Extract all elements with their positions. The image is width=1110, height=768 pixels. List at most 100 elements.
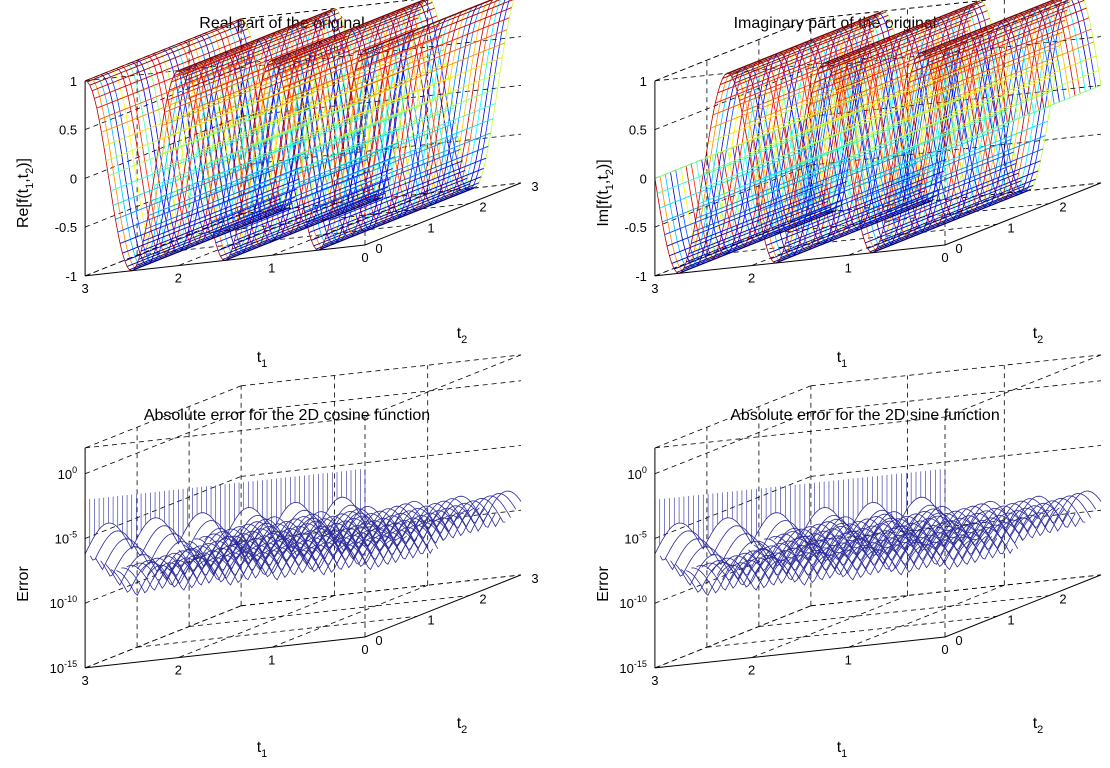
surface-mesh-line [334, 132, 491, 196]
surface-mesh-line [925, 0, 1070, 58]
surface-mesh-line [696, 535, 987, 591]
surface-mesh-line [220, 193, 377, 257]
z-tick-label: 0.5 [629, 123, 647, 138]
surface-mesh-line [255, 52, 412, 116]
surface-mesh-line [140, 188, 298, 252]
surface-mesh-line [768, 190, 925, 254]
surface-mesh-line [910, 9, 1068, 73]
surface-mesh-line [364, 0, 492, 51]
z-tick-label: -0.5 [55, 220, 77, 235]
z-tick-label: 10-10 [50, 594, 77, 611]
surface-mesh-line [322, 182, 480, 246]
surface-mesh-line [271, 0, 425, 61]
surface-mesh-line [802, 84, 959, 148]
surface-mesh-line [698, 141, 855, 205]
surface-mesh-line [273, 0, 430, 62]
z-tick-label: 10-15 [619, 659, 646, 676]
surface-mesh-line [787, 170, 945, 234]
surface-mesh-line [248, 97, 405, 161]
surface-mesh-line [749, 90, 906, 154]
surface-mesh-line [94, 35, 251, 99]
surface-mesh-line [680, 536, 972, 593]
x-tick-label: 1 [268, 652, 275, 667]
surface-mesh-line [182, 12, 340, 76]
y-tick-label: 0 [375, 633, 382, 648]
surface-mesh-line [782, 189, 940, 253]
surface-mesh-line [705, 95, 862, 159]
surface-mesh-line [821, 1, 978, 65]
surface-mesh-line [306, 160, 463, 224]
surface-mesh-line [320, 186, 477, 250]
surface-mesh-line [775, 200, 932, 264]
surface-mesh-line [243, 128, 400, 192]
surface-mesh-line [701, 536, 993, 589]
x-tick-label: 1 [268, 260, 275, 275]
surface-mesh-line [927, 0, 1085, 63]
y-tick-label: 3 [531, 179, 538, 194]
surface-mesh-line [105, 528, 387, 586]
surface-mesh-line [188, 510, 470, 567]
surface-mesh-line [758, 510, 1050, 567]
surface-mesh-line [178, 514, 459, 572]
surface-mesh-line [915, 0, 1063, 59]
surface-mesh-line [143, 178, 300, 242]
surface-mesh-line [112, 142, 270, 206]
surface-mesh-line [301, 136, 459, 200]
y-tick-label: 1 [1007, 220, 1014, 235]
surface-mesh-line [857, 151, 1015, 215]
surface-mesh-line [138, 196, 295, 260]
surface-mesh-line [712, 52, 870, 116]
surface-mesh-line [173, 13, 330, 77]
surface-mesh-line [297, 107, 454, 171]
surface-mesh-line [119, 180, 277, 244]
surface-mesh-line [166, 37, 323, 101]
x-axis-label: t1 [837, 739, 848, 760]
surface-mesh-line [764, 507, 1055, 565]
surface-mesh-line [136, 202, 293, 266]
surface-mesh-line [685, 538, 977, 596]
surface-plot [654, 468, 1102, 596]
surface-mesh-line [192, 46, 349, 110]
surface-mesh-line [129, 207, 286, 271]
surface-mesh-line [152, 123, 309, 187]
z-tick-label: 1 [640, 74, 647, 89]
surface-mesh-line [229, 192, 386, 256]
surface-mesh-line [707, 80, 865, 144]
surface-mesh-line [91, 28, 249, 92]
surface-mesh-line [691, 536, 982, 594]
surface-mesh-line [131, 536, 413, 589]
surface-mesh-line [669, 193, 826, 257]
axes-edges [84, 447, 522, 669]
surface-mesh-line [886, 148, 1044, 212]
surface-mesh-line [944, 84, 1102, 148]
surface-mesh-line [217, 188, 375, 252]
surface-mesh-line [659, 145, 816, 209]
surface-mesh-line [269, 0, 426, 63]
surface-mesh-line [920, 0, 1055, 53]
surface-mesh-line [889, 135, 1046, 199]
x-tick-label: 0 [941, 250, 948, 265]
axes-edges [84, 80, 522, 277]
surface-mesh-line [769, 507, 1060, 563]
surface-mesh-line [283, 25, 440, 88]
surface-mesh-line [257, 39, 414, 103]
surface-mesh-line [794, 497, 1086, 554]
z-axis-label: Error [15, 566, 32, 602]
surface-mesh-line [695, 155, 853, 219]
surface-mesh-line [183, 512, 464, 570]
z-tick-label: -1 [66, 269, 78, 284]
surface-mesh-line [164, 49, 321, 113]
surface-mesh-line [206, 132, 363, 196]
surface-mesh-line [855, 138, 1012, 202]
surface-mesh-line [353, 17, 510, 81]
x-tick-label: 0 [361, 642, 368, 657]
surface-mesh-line [814, 20, 971, 83]
surface-mesh-line [315, 186, 473, 250]
surface-mesh-line [147, 153, 305, 217]
surface-mesh-line [332, 145, 489, 209]
surface-mesh-line [362, 0, 494, 52]
surface-mesh-line [918, 0, 1056, 55]
surface-mesh-line [744, 62, 901, 126]
panel-title: Absolute error for the 2D sine function [730, 407, 999, 424]
